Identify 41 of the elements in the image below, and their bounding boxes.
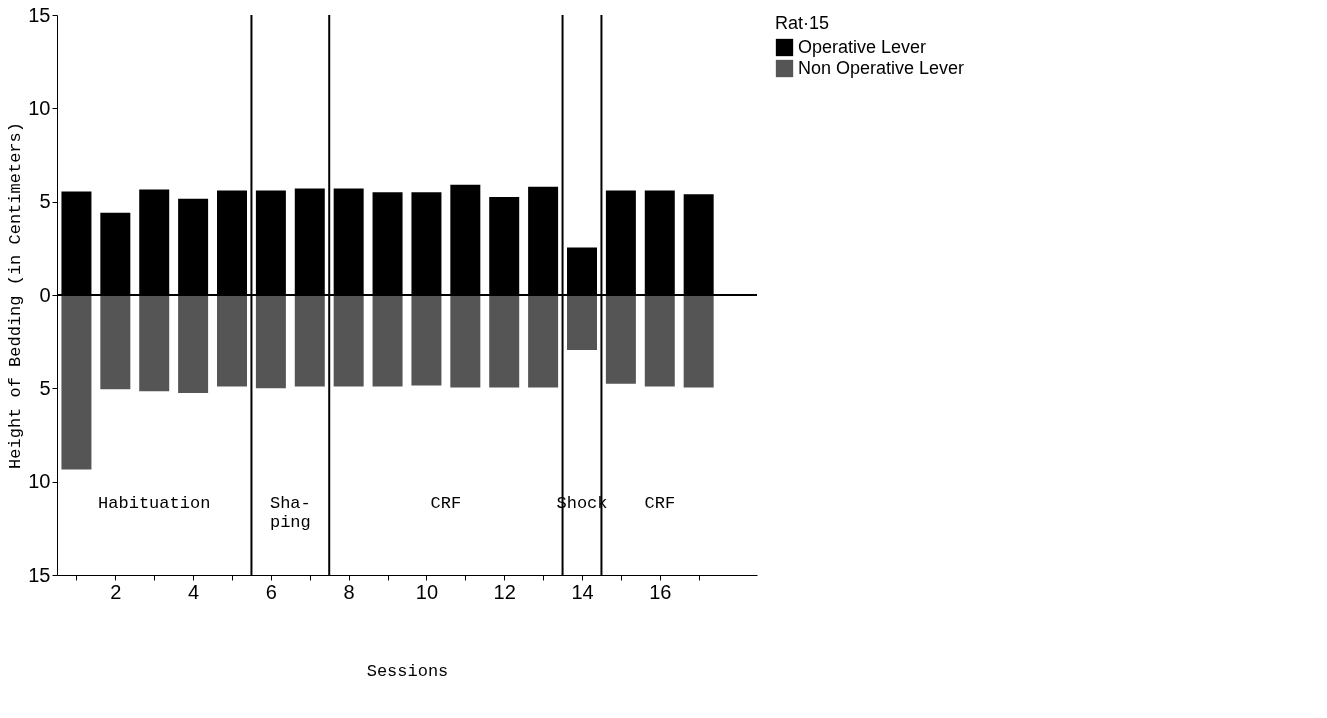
y-tick-label: 10: [28, 470, 51, 493]
annotation: Sha- ping: [269, 494, 311, 532]
x-tick-label: 16: [649, 580, 672, 603]
bar: [61, 295, 92, 470]
y-tick-label: 0: [39, 283, 51, 306]
y-tick-label: 15: [28, 3, 51, 26]
bar: [255, 295, 286, 389]
bar: [333, 295, 364, 387]
annotation: CRF: [644, 494, 676, 513]
bar: [528, 295, 559, 388]
bar: [100, 295, 131, 390]
legend-label: Non Operative Lever: [798, 57, 965, 78]
legend-title: Rat·15: [775, 13, 830, 33]
y-tick-label: 10: [28, 96, 51, 119]
bar: [489, 295, 520, 388]
bar: [139, 295, 170, 392]
bar: [567, 295, 597, 351]
annotation: Habituation: [98, 494, 211, 513]
x-tick-label: 8: [343, 580, 355, 603]
bar: [217, 295, 247, 387]
bar: [294, 295, 325, 387]
legend-label: Operative Lever: [798, 36, 927, 57]
y-tick-label: 5: [39, 190, 51, 213]
x-tick-label: 4: [188, 580, 200, 603]
x-tick-label: 12: [493, 580, 516, 603]
x-tick-label: 10: [415, 580, 439, 603]
bar: [178, 295, 209, 393]
annotation: CRF: [430, 494, 462, 513]
x-tick-label: 14: [571, 580, 594, 603]
x-tick-label: 2: [110, 580, 122, 603]
bar: [683, 295, 714, 388]
y-axis-title: Height of Bedding (in Centimeters): [6, 122, 26, 469]
y-tick-label: 5: [39, 376, 51, 399]
y-tick-label: 15: [28, 563, 51, 586]
x-axis-title: Sessions: [366, 661, 449, 681]
bar: [411, 295, 442, 386]
bar: [372, 295, 403, 387]
bar: [605, 295, 636, 384]
bar: [644, 295, 675, 387]
bar: [450, 295, 481, 388]
x-tick-label: 6: [265, 580, 277, 603]
